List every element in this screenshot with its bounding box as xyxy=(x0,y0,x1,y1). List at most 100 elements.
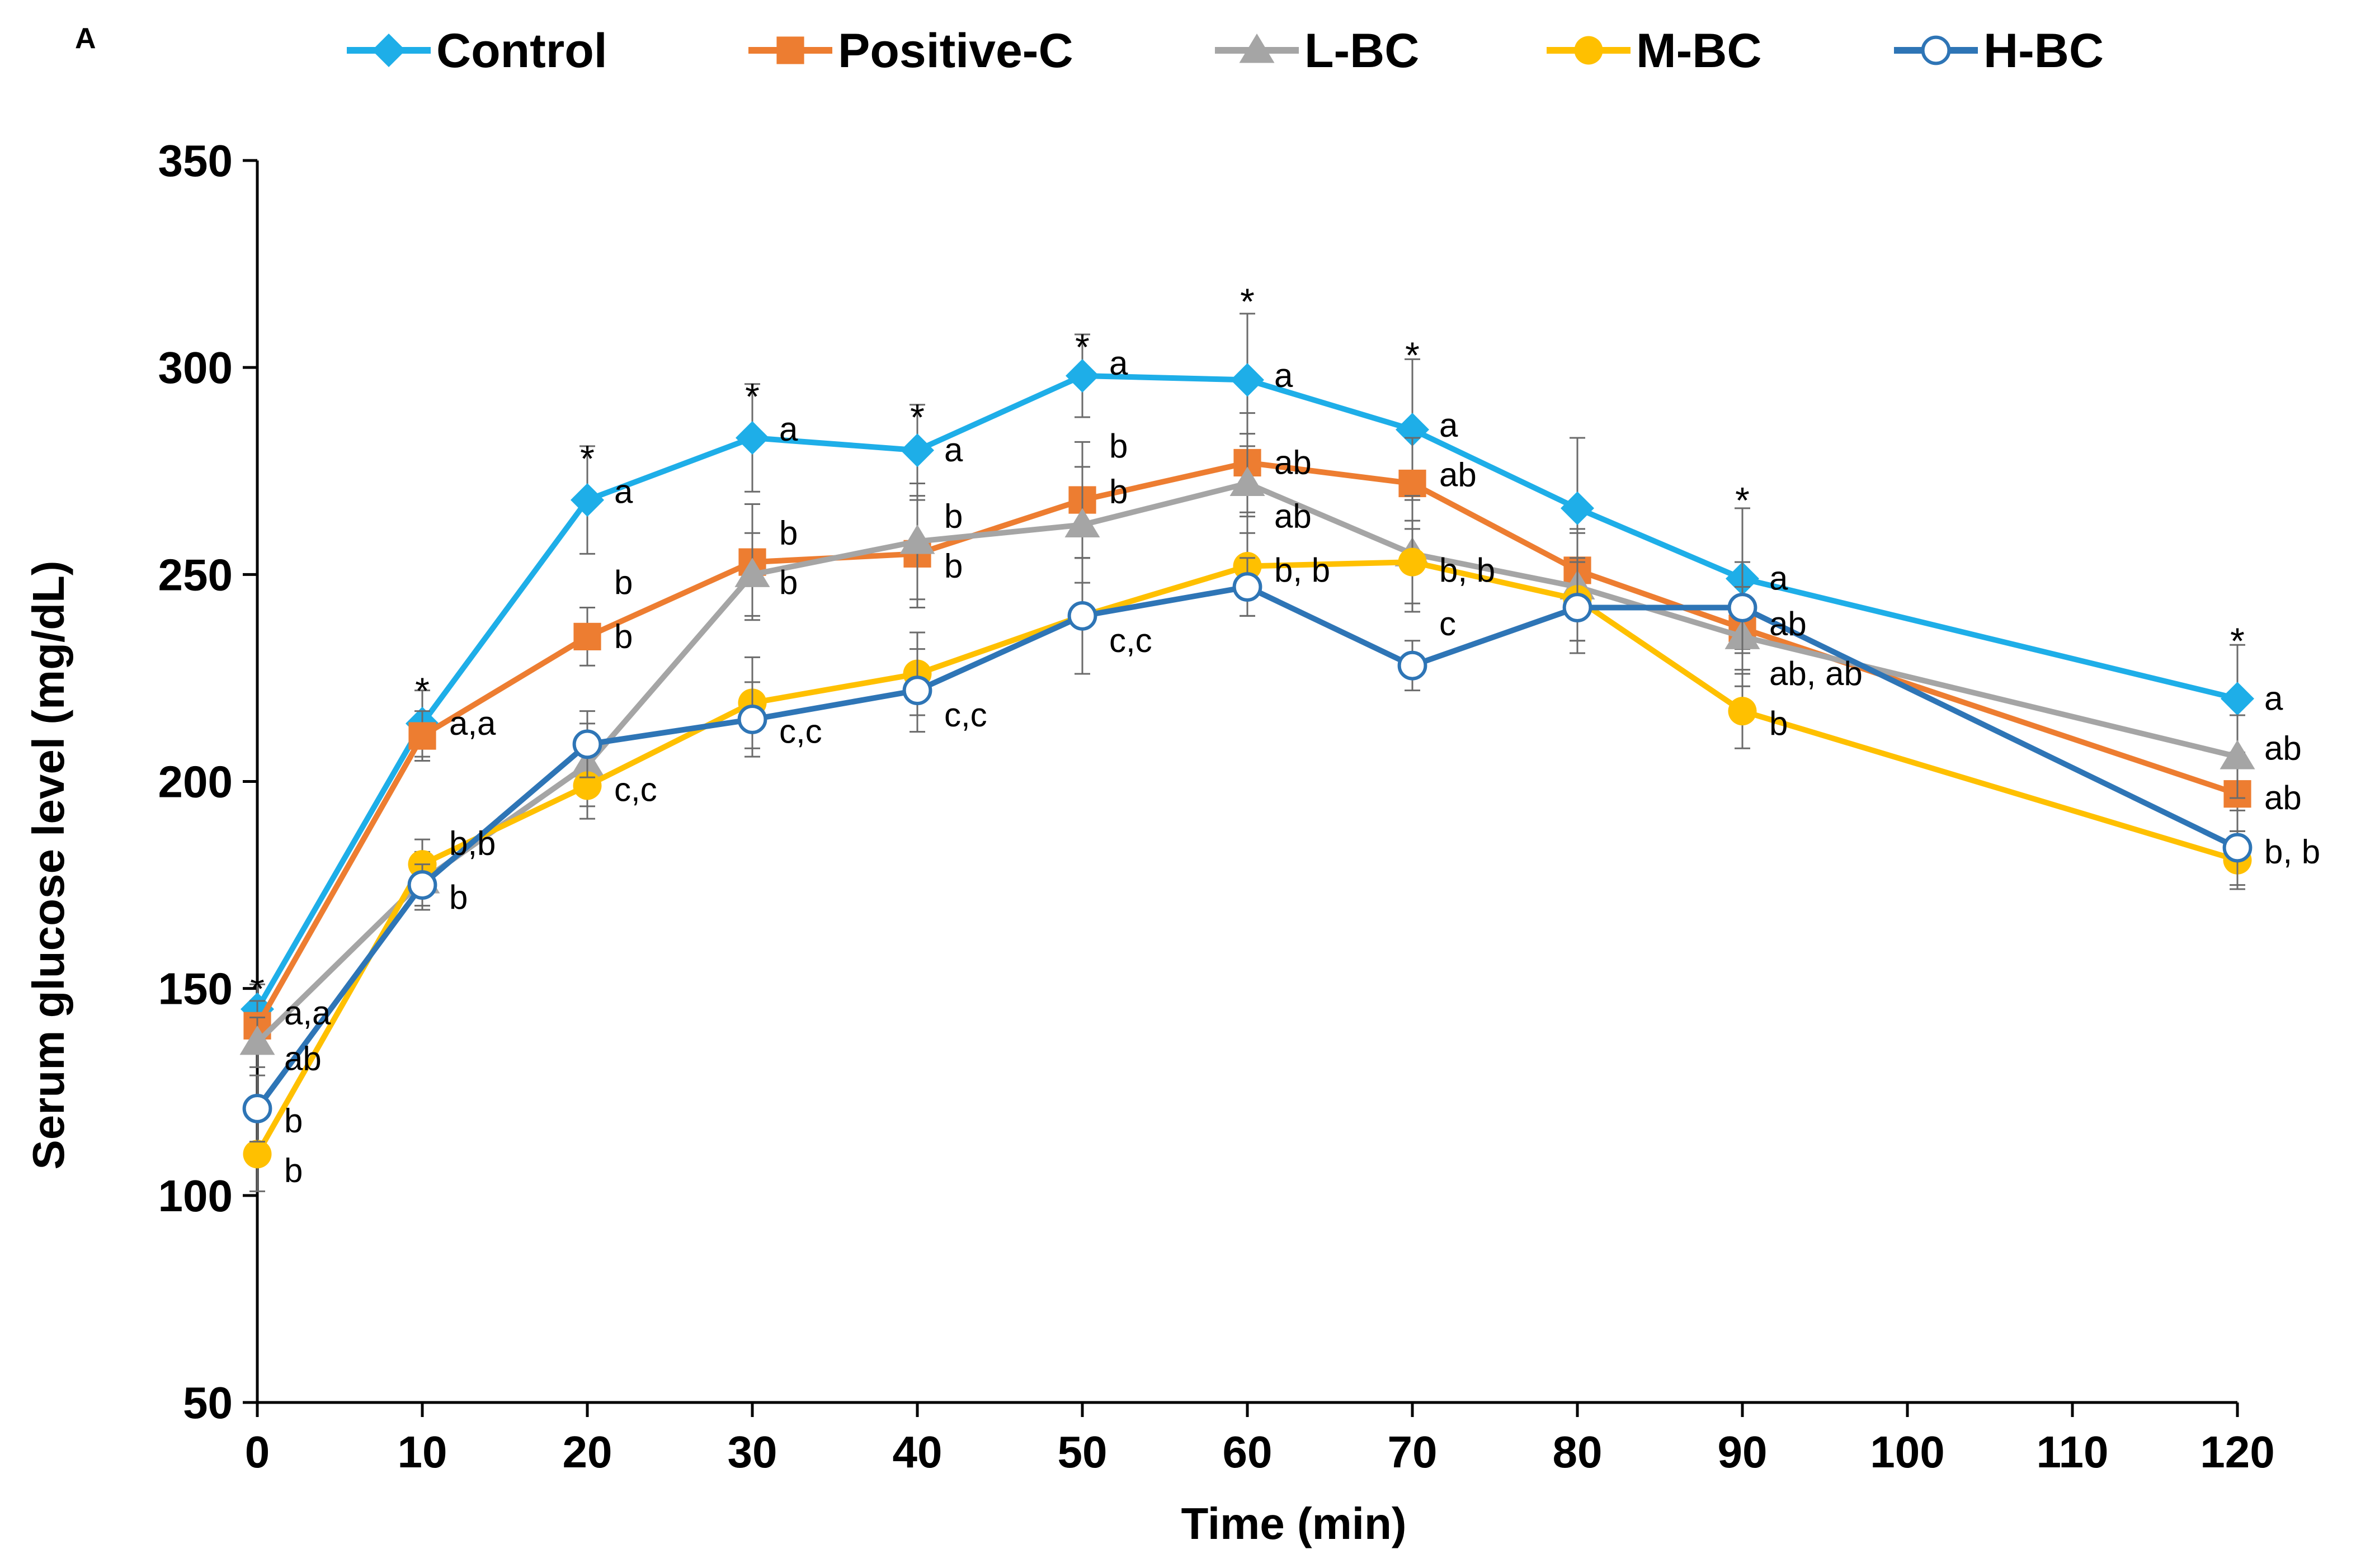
y-tick-label: 150 xyxy=(158,964,233,1014)
data-point xyxy=(1064,508,1100,537)
significance-letter: a xyxy=(1769,560,1788,597)
x-tick-label: 80 xyxy=(1553,1427,1603,1477)
x-tick-label: 40 xyxy=(893,1427,943,1477)
significance-letter: a,a xyxy=(284,994,331,1032)
x-tick-label: 50 xyxy=(1058,1427,1108,1477)
x-tick-label: 30 xyxy=(728,1427,778,1477)
y-tick-label: 300 xyxy=(158,343,233,393)
significance-letter: ab xyxy=(1439,456,1477,494)
data-point xyxy=(1728,697,1757,726)
data-point xyxy=(2222,833,2253,863)
data-point xyxy=(242,1093,272,1123)
significance-letter: b xyxy=(614,617,633,655)
significance-letter: ab xyxy=(2264,729,2302,767)
significance-star: * xyxy=(1240,281,1255,322)
series-line xyxy=(255,559,2239,1156)
x-tick-label: 120 xyxy=(2200,1427,2274,1477)
significance-letter: c,c xyxy=(779,713,822,750)
x-axis-title: Time (min) xyxy=(1181,1499,1406,1548)
data-point xyxy=(239,1025,275,1055)
x-tick-label: 110 xyxy=(2036,1427,2108,1477)
data-point xyxy=(1727,593,1757,622)
x-tick-label: 90 xyxy=(1718,1427,1768,1477)
data-point xyxy=(734,558,770,587)
significance-letter: b xyxy=(944,498,963,535)
y-axis-title: Serum glucose level (mg/dL) xyxy=(23,560,73,1169)
significance-letter: a xyxy=(614,473,633,510)
legend-marker xyxy=(372,34,406,67)
legend-marker xyxy=(776,36,804,64)
significance-letter: c,c xyxy=(944,696,987,734)
legend-label: Control xyxy=(436,24,607,78)
significance-star: * xyxy=(1075,326,1090,367)
data-point xyxy=(1562,593,1592,622)
significance-star: * xyxy=(2230,620,2245,662)
data-point xyxy=(1561,491,1594,525)
chart-axes: 50 100 150 200 250 300 350 0 10 20 30 40 50 60 70 80 90 1… xyxy=(158,136,2275,1477)
series-line xyxy=(255,584,2239,1111)
y-tick-label: 350 xyxy=(158,136,233,186)
data-point xyxy=(1398,469,1426,498)
chart-series xyxy=(239,313,2255,1192)
significance-letter: b, b xyxy=(1439,551,1495,589)
data-point xyxy=(901,433,934,467)
x-tick-label: 70 xyxy=(1388,1427,1438,1477)
significance-letter: a xyxy=(2264,679,2283,717)
data-point xyxy=(1396,413,1429,447)
significance-star: * xyxy=(250,968,265,1009)
legend-label: M-BC xyxy=(1636,24,1762,78)
significance-letter: b xyxy=(1109,473,1128,510)
significance-star: * xyxy=(910,396,925,438)
legend-marker xyxy=(1239,34,1275,63)
significance-letter: a xyxy=(779,410,798,448)
data-point xyxy=(902,676,932,706)
significance-star: * xyxy=(1735,479,1750,521)
significance-letter: b xyxy=(1109,427,1128,465)
data-point xyxy=(1231,363,1264,397)
data-point xyxy=(1398,547,1427,577)
y-tick-label: 200 xyxy=(158,757,233,807)
data-point xyxy=(1067,601,1097,631)
data-point xyxy=(2220,740,2255,769)
series-m-bc xyxy=(243,516,2252,1192)
legend-label: L-BC xyxy=(1304,24,1419,78)
legend-item: H-BC xyxy=(1894,24,2104,78)
legend-marker xyxy=(1574,36,1603,65)
significance-star: * xyxy=(415,670,430,711)
y-tick-label: 100 xyxy=(158,1171,233,1221)
data-point xyxy=(1229,466,1265,496)
legend-label: Positive-C xyxy=(838,24,1073,78)
data-point xyxy=(243,1140,272,1169)
data-point xyxy=(573,622,601,650)
significance-letter: c,c xyxy=(1109,622,1152,659)
significance-letter: ab, ab xyxy=(1769,655,1863,692)
significance-letter: ab xyxy=(284,1040,322,1078)
data-point xyxy=(408,722,436,750)
significance-letter: a xyxy=(944,431,963,469)
significance-letter: b xyxy=(284,1102,303,1140)
data-point xyxy=(899,525,935,554)
significance-letter: b xyxy=(284,1151,303,1189)
significance-letter: b,b xyxy=(449,825,496,862)
data-point xyxy=(736,421,769,455)
y-tick-label: 250 xyxy=(158,550,233,599)
significance-letter: b xyxy=(1769,705,1788,742)
x-tick-label: 10 xyxy=(398,1427,447,1477)
data-point xyxy=(571,483,604,517)
data-point xyxy=(1397,650,1427,681)
panel-label: A xyxy=(75,22,96,55)
significance-letter: ab xyxy=(1769,605,1807,643)
significance-letter: b xyxy=(449,879,468,916)
significance-letter: a,a xyxy=(449,705,496,742)
data-point xyxy=(407,870,437,900)
legend-item: L-BC xyxy=(1215,24,1419,78)
data-point xyxy=(1232,572,1262,602)
significance-star: * xyxy=(580,438,595,479)
significance-letter: a xyxy=(1109,344,1128,382)
data-point xyxy=(2221,682,2254,716)
significance-letter: b xyxy=(779,514,798,551)
significance-letter: a xyxy=(1439,407,1458,444)
x-tick-label: 0 xyxy=(245,1427,270,1477)
